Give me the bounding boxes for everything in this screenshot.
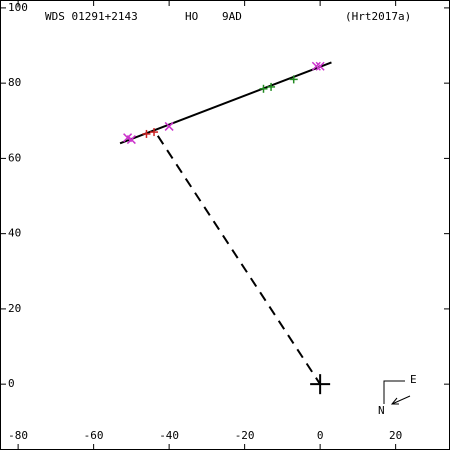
data-point [315,61,325,71]
compass-axes [383,380,405,404]
data-point [126,135,136,145]
x-tick-label: 0 [317,429,324,442]
data-point [267,82,276,91]
y-tick-label: 60 [8,151,21,164]
compass [383,380,411,405]
wds-id: WDS 01291+2143 [45,10,138,23]
marker-stroke [315,61,325,71]
star-name: HO [185,10,198,23]
x-tick-label: -40 [159,429,179,442]
data-point [142,129,151,138]
primary-star [310,374,331,395]
reference: (Hrt2017a) [345,10,411,23]
y-tick-label: 40 [8,227,21,240]
y-tick-label: 80 [8,76,21,89]
compass-north: N [378,404,385,417]
data-point [289,75,298,84]
connector-line [156,135,321,385]
data-point [150,128,159,137]
y-tick-label: 20 [8,302,21,315]
y-tick-label: 100 [8,1,28,14]
data-point [311,61,321,71]
y-tick-label: 0 [8,377,15,390]
x-tick-label: -20 [235,429,255,442]
marker-stroke [126,135,136,145]
component: 9AD [222,10,242,23]
x-tick-label: -60 [84,429,104,442]
x-tick-label: 20 [389,429,402,442]
marker-stroke [164,121,174,131]
compass-arrowhead [390,397,399,405]
x-tick-label: -80 [8,429,28,442]
data-point [259,84,268,93]
marker-stroke [311,61,321,71]
marker-stroke [123,133,133,143]
compass-east: E [410,373,417,386]
compass-arrow [391,395,411,405]
orbit-line [119,61,332,145]
data-point [164,121,174,131]
